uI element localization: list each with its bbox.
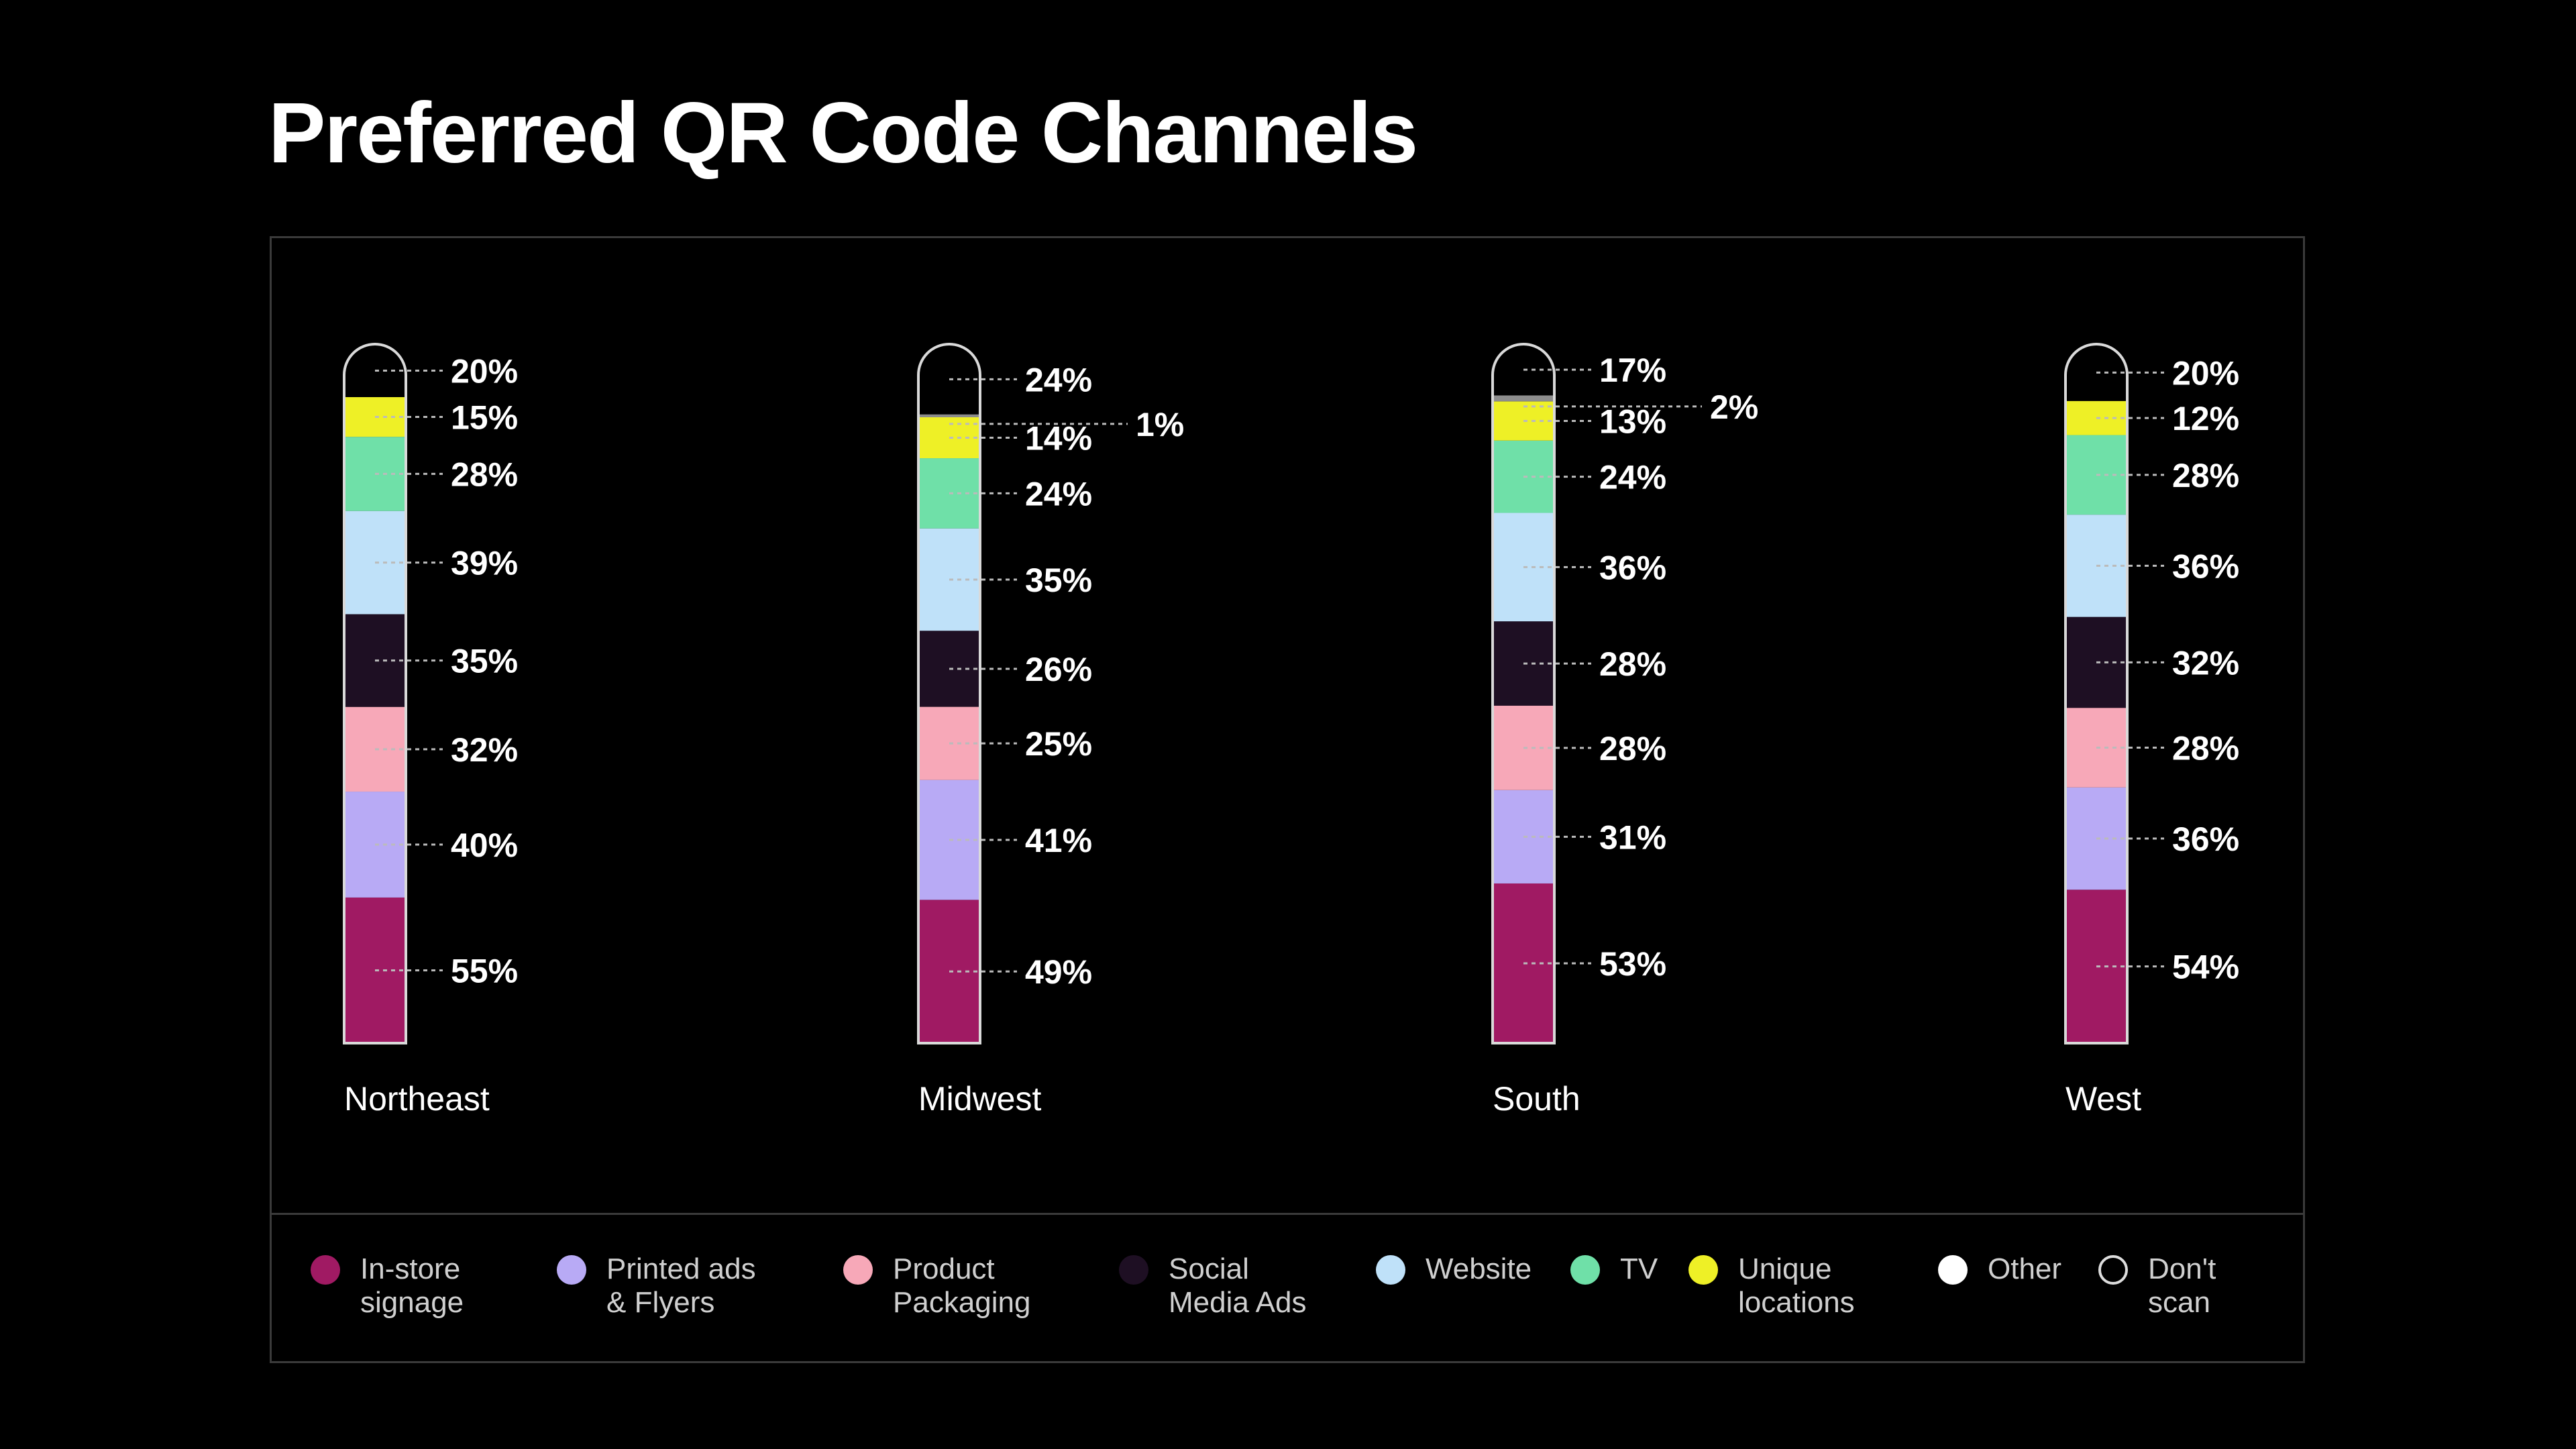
legend-item: Product Packaging (843, 1252, 1030, 1320)
legend-label: Don't scan (2148, 1252, 2216, 1319)
data-label: 13% (1599, 403, 1666, 441)
legend-swatch-icon (311, 1255, 340, 1285)
bar-outline (917, 343, 981, 1044)
data-label: 36% (2172, 547, 2239, 585)
legend-label: In-store signage (360, 1252, 464, 1319)
bar-west: 54% 36% 28% 32% 36% 28% 12% 20% West (2064, 343, 2239, 1118)
legend-label: Website (1426, 1252, 1532, 1285)
data-label: 28% (1599, 730, 1666, 767)
chart-legend: In-store signage Printed ads & Flyers Prod… (272, 1213, 2303, 1361)
category-label: Northeast (344, 1080, 490, 1118)
legend-swatch-icon (2098, 1255, 2128, 1285)
legend-label: Social Media Ads (1169, 1252, 1307, 1319)
bar-northeast: 55% 40% 32% 35% 39% 28% 15% 20% Northeast (343, 343, 518, 1118)
bar-segment-other (1493, 395, 1554, 402)
legend-swatch-icon (1376, 1255, 1405, 1285)
data-label: 28% (451, 455, 518, 493)
data-label: 14% (1025, 420, 1092, 458)
data-label: 32% (451, 731, 518, 769)
legend-item: Printed ads & Flyers (557, 1252, 756, 1320)
legend-item: Don't scan (2098, 1252, 2216, 1320)
bar-midwest: 49% 41% 25% 26% 35% 24% 14% 1% 24% Midwest (917, 343, 1184, 1118)
data-label: 39% (451, 545, 518, 582)
legend-item: TV (1570, 1252, 1658, 1286)
data-label: 26% (1025, 651, 1092, 688)
data-label: 54% (2172, 949, 2239, 986)
data-label: 28% (2172, 729, 2239, 767)
legend-swatch-icon (843, 1255, 873, 1285)
category-label: Midwest (918, 1080, 1041, 1118)
data-label: 36% (2172, 820, 2239, 858)
data-label: 28% (2172, 457, 2239, 494)
legend-swatch-icon (1688, 1255, 1718, 1285)
bar-outline (2064, 343, 2129, 1044)
legend-item: Website (1376, 1252, 1532, 1286)
data-label: 24% (1025, 475, 1092, 513)
data-label: 41% (1025, 822, 1092, 859)
legend-swatch-icon (1938, 1255, 1968, 1285)
data-label: 20% (451, 352, 518, 390)
legend-label: TV (1620, 1252, 1658, 1285)
data-label: 35% (1025, 561, 1092, 599)
data-label: 49% (1025, 953, 1092, 991)
data-label: 24% (1599, 459, 1666, 496)
data-label: 40% (451, 826, 518, 864)
category-label: South (1493, 1080, 1580, 1118)
legend-label: Unique locations (1738, 1252, 1855, 1319)
data-label: 2% (1710, 388, 1758, 426)
legend-label: Other (1988, 1252, 2062, 1285)
data-label: 24% (1025, 361, 1092, 398)
chart-panel: 55% 40% 32% 35% 39% 28% 15% 20% Northeast 49% 41% 2… (270, 236, 2305, 1363)
data-label: 35% (451, 643, 518, 680)
data-label: 32% (2172, 644, 2239, 682)
data-label: 36% (1599, 549, 1666, 586)
category-label: West (2065, 1080, 2141, 1118)
data-label: 55% (451, 952, 518, 989)
data-label: 1% (1136, 406, 1184, 443)
stacked-bar-chart: 55% 40% 32% 35% 39% 28% 15% 20% Northeast 49% 41% 2… (343, 343, 2239, 1118)
bar-segment-other (918, 414, 980, 417)
data-label: 20% (2172, 354, 2239, 392)
data-label: 28% (1599, 645, 1666, 683)
data-label: 12% (2172, 400, 2239, 437)
legend-label: Product Packaging (893, 1252, 1031, 1319)
data-label: 25% (1025, 725, 1092, 763)
bar-outline (1491, 343, 1556, 1044)
page-title: Preferred QR Code Channels (268, 85, 1418, 181)
data-label: 15% (451, 399, 518, 437)
legend-swatch-icon (557, 1255, 586, 1285)
bar-south: 53% 31% 28% 28% 36% 24% 13% 2% 17% South (1491, 343, 1758, 1118)
data-label: 17% (1599, 352, 1666, 389)
legend-item: Social Media Ads (1119, 1252, 1306, 1320)
bar-outline (343, 343, 407, 1044)
legend-item: In-store signage (311, 1252, 464, 1320)
data-label: 53% (1599, 945, 1666, 983)
legend-item: Unique locations (1688, 1252, 1855, 1320)
legend-swatch-icon (1119, 1255, 1148, 1285)
legend-swatch-icon (1570, 1255, 1600, 1285)
legend-item: Other (1938, 1252, 2061, 1286)
legend-label: Printed ads & Flyers (606, 1252, 756, 1319)
data-label: 31% (1599, 818, 1666, 856)
